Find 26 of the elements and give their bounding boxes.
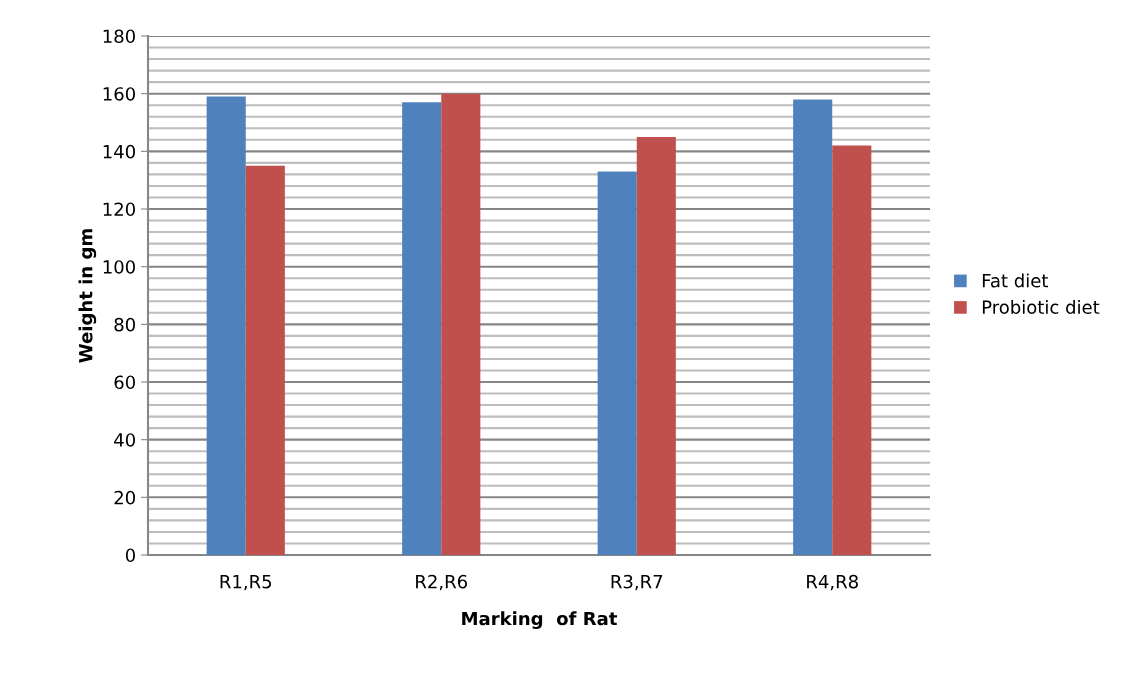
y-tick-label: 180 <box>103 29 135 44</box>
y-tick-label: 120 <box>103 202 135 217</box>
x-tick-label: R1,R5 <box>220 575 272 591</box>
bar <box>441 93 481 555</box>
bar <box>832 145 872 555</box>
y-tick-label: 60 <box>114 375 135 390</box>
bar <box>793 99 833 555</box>
y-tick-label: 40 <box>114 433 135 447</box>
x-tick-label: R4,R8 <box>807 574 858 591</box>
y-tick-label: 140 <box>103 144 135 159</box>
y-tick-label: 160 <box>103 87 135 101</box>
bar <box>402 102 442 555</box>
y-axis-title: Weight in gm <box>78 229 97 363</box>
x-tick-label: R2,R6 <box>416 574 468 591</box>
bar <box>206 96 246 555</box>
y-tick-label: 100 <box>103 260 135 274</box>
x-tick-label: R3,R7 <box>611 574 663 591</box>
bar <box>597 171 637 555</box>
x-axis-title: Marking of Rat <box>462 611 618 629</box>
legend-label: Probiotic diet <box>982 300 1100 314</box>
y-tick-label: 80 <box>114 317 135 332</box>
bar <box>636 136 676 555</box>
legend-label: Fat diet <box>982 273 1049 288</box>
y-tick-label: 0 <box>125 548 135 563</box>
bar <box>245 165 285 555</box>
y-tick-label: 20 <box>114 490 135 505</box>
